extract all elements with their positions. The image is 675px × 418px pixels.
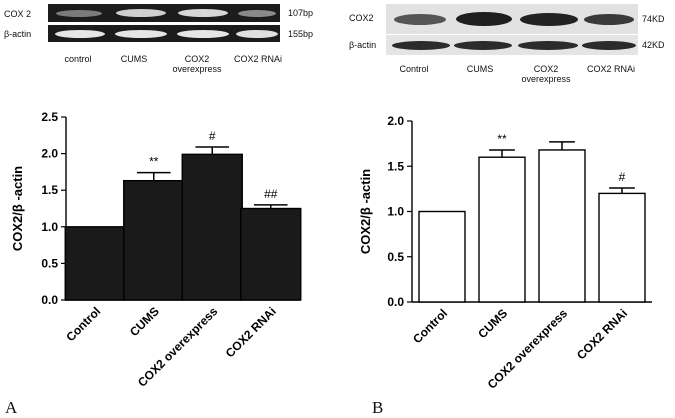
y-axis-label: COX2/β -actin	[10, 166, 25, 251]
blot-a-row1-size: 107bp	[288, 8, 314, 18]
x-tick-label: COX2 RNAi	[223, 304, 279, 360]
x-tick-label: Control	[410, 306, 450, 346]
blot-b-lane-1: Control	[399, 64, 429, 74]
blot-b-lane-2: CUMS	[466, 64, 494, 74]
y-tick-label: 1.0	[41, 220, 58, 234]
blot-a: COX 2 β-actin 107bp 155bp control CUMS C…	[0, 0, 335, 75]
blot-b-lane-3: COX2 overexpress	[521, 64, 571, 84]
bar	[123, 179, 185, 301]
blot-a-gel-row2	[48, 25, 280, 42]
blot-a-row2-label: β-actin	[4, 29, 32, 39]
bar	[418, 210, 466, 303]
y-tick-label: 1.5	[387, 159, 404, 173]
blot-b-lane-4: COX2 RNAi	[586, 64, 635, 74]
blot-b-row2-size: 42KD	[642, 40, 665, 50]
y-tick-label: 1.0	[387, 205, 404, 219]
y-tick-label: 2.0	[41, 147, 58, 161]
blot-b-row2-label: β-actin	[349, 40, 377, 50]
significance-label: ##	[264, 187, 278, 201]
x-tick-label: CUMS	[475, 306, 510, 341]
significance-label: #	[209, 129, 216, 143]
bar	[181, 153, 243, 301]
y-tick-label: 0.0	[41, 293, 58, 307]
y-tick-label: 0.5	[387, 250, 404, 264]
y-tick-label: 0.0	[387, 295, 404, 309]
significance-label: #	[619, 170, 626, 184]
panel-letter-a: A	[5, 398, 18, 417]
blot-b: COX2 β-actin 74KD 42KD Control CUMS COX2…	[340, 0, 675, 84]
y-tick-label: 2.5	[41, 110, 58, 124]
bar	[240, 207, 302, 301]
blot-a-lane-4: COX2 RNAi	[233, 54, 282, 64]
blot-b-gel-row2	[386, 35, 638, 55]
bar	[64, 226, 126, 301]
y-tick-label: 2.0	[387, 114, 404, 128]
blot-a-row2-size: 155bp	[288, 29, 314, 39]
y-tick-label: 1.5	[41, 183, 58, 197]
blot-b-gel-row1	[386, 4, 638, 34]
y-tick-label: 0.5	[41, 256, 58, 270]
significance-label: **	[497, 132, 507, 146]
blot-a-lane-1: control	[64, 54, 92, 64]
x-tick-label: CUMS	[127, 304, 162, 339]
bar	[538, 149, 586, 303]
blot-b-row1-label: COX2	[349, 13, 374, 23]
significance-label: **	[149, 155, 159, 169]
blot-a-row1-label: COX 2	[4, 9, 32, 19]
blot-a-lane-2: CUMS	[120, 54, 148, 64]
blot-a-lane-3: COX2 overexpress	[172, 54, 222, 74]
blot-a-gel-row1	[48, 4, 280, 22]
y-axis-label: COX2/β -actin	[358, 169, 373, 254]
blot-b-row1-size: 74KD	[642, 14, 665, 24]
panel-letter-b: B	[372, 398, 384, 417]
x-tick-label: COX2 RNAi	[574, 306, 630, 362]
x-tick-label: Control	[63, 304, 103, 344]
chart-b: 0.0 0.5 1.0 1.5 2.0 COX2/β -actin Control ** CUM…	[358, 114, 652, 392]
bar	[598, 192, 646, 303]
bar	[478, 156, 526, 303]
chart-a: 0.0 0.5 1.0 1.5 2.0 2.5 COX2/β -actin Control **…	[10, 110, 302, 390]
